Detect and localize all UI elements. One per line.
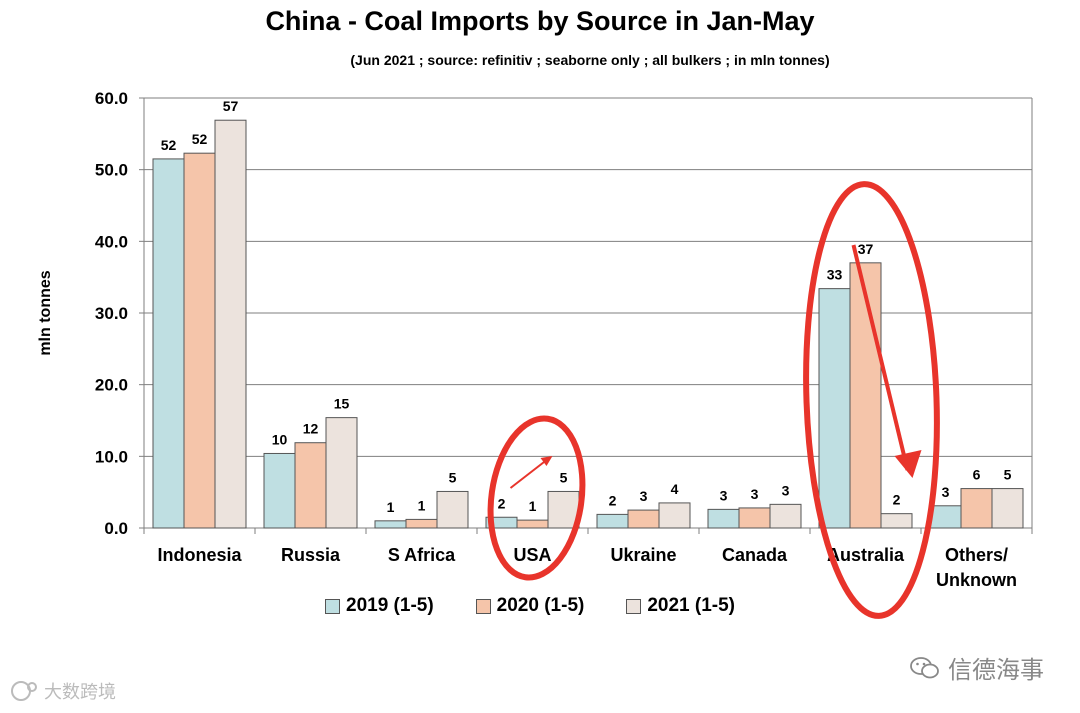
annotation-ellipse-usa	[487, 415, 586, 581]
bar-2020-ukraine	[627, 509, 660, 529]
legend-label-2019: 2019 (1-5)	[346, 595, 434, 616]
bar-2020-usa	[516, 519, 549, 529]
data-label: 52	[192, 131, 208, 147]
data-label: 6	[973, 467, 981, 483]
data-label: 12	[303, 421, 319, 437]
data-label: 5	[560, 469, 568, 485]
data-label: 2	[609, 492, 617, 508]
chart-subtitle: (Jun 2021 ; source: refinitiv ; seaborne…	[350, 52, 830, 68]
bar-2021-usa	[547, 490, 580, 529]
bar-2020-indonesia	[183, 152, 216, 529]
y-tick-label: 60.0	[95, 89, 128, 108]
data-label: 1	[387, 499, 395, 515]
bar-2020-others	[960, 488, 993, 529]
watermark-right-text: 信德海事	[948, 656, 1044, 684]
x-category-label: Indonesia	[157, 545, 242, 565]
legend-swatch-2020	[475, 598, 491, 614]
data-label: 5	[1004, 467, 1012, 483]
legend-swatch-2019	[325, 598, 340, 614]
y-tick-label: 20.0	[95, 376, 128, 395]
data-label: 1	[529, 498, 537, 514]
annotation-arrow-down-shaft	[851, 244, 910, 471]
annotation-ellipse-australia	[803, 181, 940, 619]
bar-2020-australia	[849, 262, 882, 529]
data-label: 52	[161, 137, 177, 153]
annotation-arrow-up-head	[540, 456, 553, 466]
wechat-icon	[910, 656, 939, 678]
x-category-label: Ukraine	[610, 545, 676, 565]
data-label: 3	[751, 486, 759, 502]
y-tick-label: 0.0	[104, 519, 128, 538]
y-tick-label: 10.0	[95, 447, 128, 466]
bar-2021-ukraine	[658, 502, 691, 529]
legend: 2019 (1-5) 2020 (1-5) 2021 (1-5)	[325, 595, 735, 617]
bar-2019-canada	[707, 508, 740, 529]
y-axis-label: mln tonnes	[37, 270, 54, 355]
bar-2019-russia	[263, 452, 296, 529]
circle-logo-icon	[11, 681, 37, 701]
data-label: 4	[671, 481, 679, 497]
legend-label-2020: 2020 (1-5)	[496, 595, 585, 616]
watermark-right: 信德海事	[910, 650, 1044, 685]
data-label: 3	[640, 488, 648, 504]
bar-2021-russia	[325, 417, 358, 529]
legend-item-2020: 2020 (1-5)	[475, 595, 585, 617]
legend-item-2021: 2021 (1-5)	[626, 595, 735, 617]
x-category-label: Others/	[945, 545, 1008, 565]
data-label: 3	[720, 487, 728, 503]
bar-2019-safrica	[374, 520, 407, 529]
data-label: 1	[418, 497, 426, 513]
data-label: 5	[449, 469, 457, 485]
data-label: 10	[272, 431, 288, 447]
bar-2020-canada	[738, 507, 771, 529]
bar-2021-canada	[769, 503, 802, 529]
x-category-label: Russia	[281, 545, 341, 565]
x-category-label: Unknown	[936, 570, 1017, 590]
y-tick-label: 40.0	[95, 232, 128, 251]
x-category-label: Australia	[827, 545, 905, 565]
watermark-left-text: 大数跨境	[44, 682, 116, 703]
bar-2021-australia	[880, 513, 913, 529]
legend-item-2019: 2019 (1-5)	[325, 595, 434, 617]
chart-title: China - Coal Imports by Source in Jan-Ma…	[265, 6, 815, 36]
bar-2019-australia	[818, 288, 851, 529]
bar-2021-others	[991, 488, 1024, 529]
data-label: 2	[893, 492, 901, 508]
bar-2019-indonesia	[152, 158, 185, 529]
bar-2019-ukraine	[596, 513, 629, 529]
x-category-label: S Africa	[388, 545, 456, 565]
data-label: 3	[782, 482, 790, 498]
bar-2021-safrica	[436, 490, 469, 529]
legend-swatch-2021	[626, 598, 642, 614]
data-label: 37	[858, 241, 874, 257]
bar-2021-indonesia	[214, 119, 247, 529]
y-tick-label: 50.0	[95, 161, 128, 180]
data-label: 3	[942, 484, 950, 500]
annotation-arrow-down-head	[894, 450, 922, 478]
bar-2020-russia	[294, 442, 327, 529]
y-tick-label: 30.0	[95, 304, 128, 323]
data-label: 2	[498, 495, 506, 511]
x-category-label: Canada	[722, 545, 788, 565]
bar-2019-others	[929, 505, 962, 529]
watermark-left: 大数跨境	[10, 678, 116, 704]
legend-label-2021: 2021 (1-5)	[647, 595, 736, 616]
data-label: 33	[827, 267, 843, 283]
data-label: 57	[223, 98, 239, 114]
bar-2020-safrica	[405, 518, 438, 529]
x-category-label: USA	[513, 545, 551, 565]
data-label: 15	[334, 396, 350, 412]
